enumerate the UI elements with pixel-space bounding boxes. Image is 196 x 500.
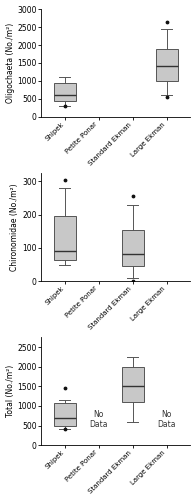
Y-axis label: Chironomidae (No./m²): Chironomidae (No./m²) <box>10 184 19 271</box>
PathPatch shape <box>54 216 76 260</box>
Y-axis label: Oligochaeta (No./m²): Oligochaeta (No./m²) <box>5 23 15 103</box>
PathPatch shape <box>156 50 178 81</box>
PathPatch shape <box>54 82 76 100</box>
Text: No
Data: No Data <box>157 410 176 430</box>
PathPatch shape <box>122 230 144 266</box>
PathPatch shape <box>54 403 76 425</box>
Y-axis label: Total (No./m²): Total (No./m²) <box>6 365 15 418</box>
Text: No
Data: No Data <box>90 410 108 430</box>
PathPatch shape <box>122 366 144 402</box>
